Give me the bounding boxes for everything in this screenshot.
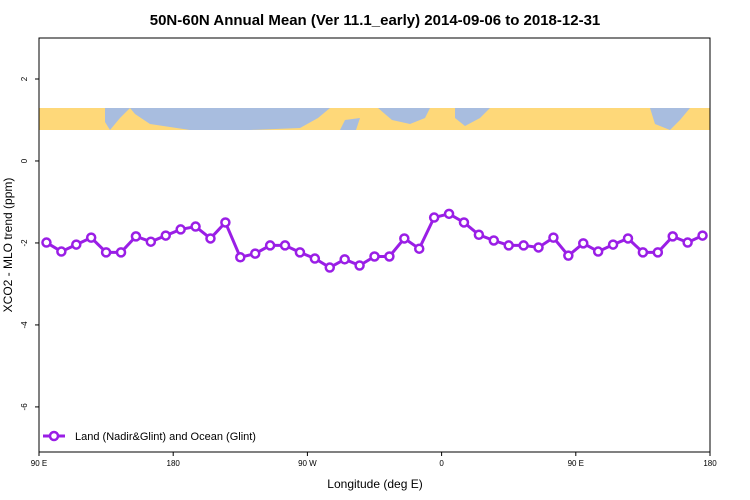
data-point bbox=[563, 250, 574, 261]
data-point bbox=[160, 230, 171, 241]
data-point bbox=[473, 229, 485, 241]
data-point bbox=[428, 212, 440, 223]
data-point bbox=[548, 232, 559, 243]
data-point bbox=[71, 239, 82, 250]
x-tick-label: 90 W bbox=[298, 459, 317, 468]
x-tick-label: 90 E bbox=[568, 459, 584, 468]
y-tick-label: -6 bbox=[20, 403, 29, 411]
x-tick-label: 0 bbox=[439, 459, 444, 468]
data-point bbox=[533, 242, 544, 253]
data-point bbox=[578, 238, 589, 249]
y-axis-title: XCO2 - MLO trend (ppm) bbox=[1, 178, 15, 313]
plot-frame bbox=[38, 37, 711, 453]
data-point bbox=[458, 217, 470, 228]
data-point bbox=[294, 247, 306, 258]
y-tick-label: 0 bbox=[20, 158, 29, 163]
data-point bbox=[667, 231, 678, 242]
data-point bbox=[384, 251, 395, 262]
data-point bbox=[235, 252, 246, 263]
data-point bbox=[607, 239, 619, 250]
data-point bbox=[100, 247, 112, 258]
data-point bbox=[41, 237, 52, 248]
data-point bbox=[622, 233, 634, 244]
x-tick-label: 180 bbox=[167, 459, 181, 468]
data-point bbox=[443, 208, 455, 220]
data-point bbox=[652, 247, 664, 258]
data-point bbox=[488, 235, 500, 246]
data-point bbox=[130, 231, 142, 242]
data-point bbox=[190, 221, 201, 232]
y-tick-label: -4 bbox=[20, 321, 29, 329]
data-point bbox=[369, 251, 380, 262]
chart-title: 50N-60N Annual Mean (Ver 11.1_early) 201… bbox=[150, 12, 601, 29]
x-tick-label: 180 bbox=[703, 459, 717, 468]
data-point bbox=[399, 233, 410, 244]
data-point bbox=[309, 253, 321, 264]
y-tick-label: 2 bbox=[20, 76, 29, 81]
data-point bbox=[145, 236, 157, 247]
data-point bbox=[682, 237, 693, 248]
data-point bbox=[503, 240, 514, 251]
data-point bbox=[56, 246, 67, 257]
data-point bbox=[413, 243, 425, 254]
legend-marker bbox=[48, 430, 60, 442]
data-point bbox=[592, 246, 604, 257]
data-point bbox=[518, 240, 529, 251]
data-point bbox=[697, 230, 708, 241]
data-point bbox=[339, 254, 350, 265]
data-point bbox=[324, 262, 336, 273]
data-point bbox=[85, 232, 97, 243]
x-axis-title: Longitude (deg E) bbox=[327, 477, 422, 491]
data-point bbox=[249, 248, 261, 259]
data-point bbox=[279, 240, 291, 251]
ocean-patches bbox=[105, 108, 690, 130]
data-point bbox=[175, 224, 186, 235]
data-point bbox=[205, 233, 216, 244]
data-point bbox=[264, 240, 276, 251]
x-tick-label: 90 E bbox=[31, 459, 47, 468]
data-point bbox=[637, 247, 649, 258]
legend-label: Land (Nadir&Glint) and Ocean (Glint) bbox=[75, 431, 256, 443]
data-point bbox=[115, 247, 127, 258]
y-tick-label: -2 bbox=[20, 239, 29, 247]
data-point bbox=[354, 260, 365, 271]
data-point bbox=[220, 217, 231, 228]
